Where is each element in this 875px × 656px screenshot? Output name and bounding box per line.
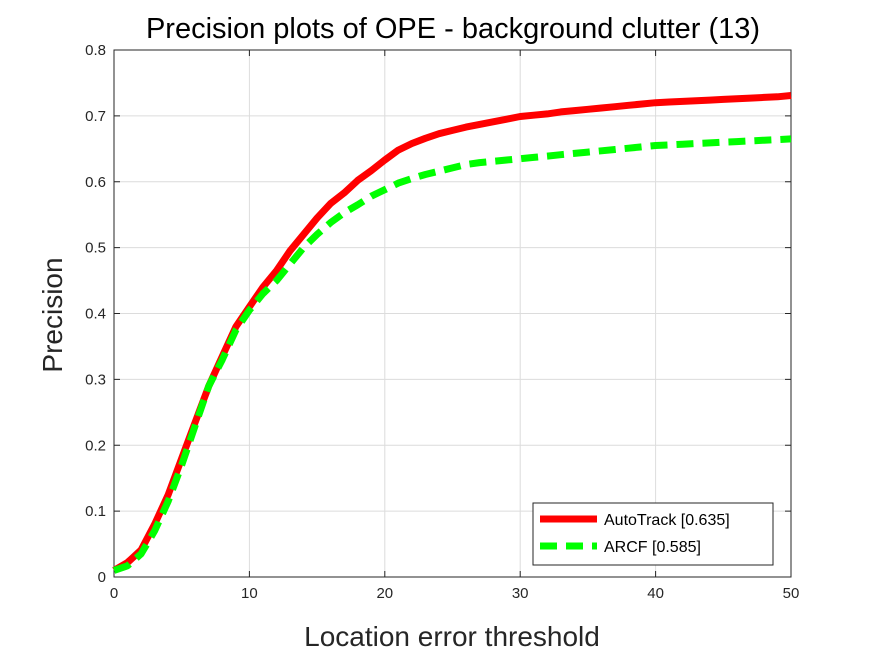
x-tick-label: 40 [647,585,664,602]
chart-title: Precision plots of OPE - background clut… [146,13,760,45]
axis-ticks: 0 10 20 30 40 50 0 0.1 0.2 0.3 0.4 0.5 0.6 0.7 0.8 [85,42,799,602]
y-axis-label: Precision [37,257,68,372]
x-tick-label: 30 [512,585,529,602]
y-tick-label: 0.6 [85,174,106,191]
legend-box [532,502,774,566]
series-line-1 [112,135,792,574]
y-tick-label: 0.8 [85,42,106,59]
y-tick-label: 0.7 [85,108,106,125]
grid-lines [114,50,791,577]
x-axis-label: Location error threshold [304,621,600,652]
x-tick-label: 50 [783,585,800,602]
y-tick-label: 0.2 [85,437,106,454]
legend: AutoTrack [0.635] ARCF [0.585] [532,502,774,566]
legend-label-autotrack: AutoTrack [0.635] [604,512,730,529]
y-tick-label: 0.5 [85,240,106,257]
x-tick-label: 0 [110,585,118,602]
legend-label-arcf: ARCF [0.585] [604,539,701,556]
y-tick-label: 0.3 [85,371,106,388]
x-tick-label: 10 [241,585,258,602]
y-tick-label: 0 [98,569,106,586]
series-lines [112,92,792,574]
series-line-0 [112,92,792,574]
x-tick-label: 20 [376,585,393,602]
y-tick-label: 0.1 [85,503,106,520]
y-tick-label: 0.4 [85,306,106,323]
